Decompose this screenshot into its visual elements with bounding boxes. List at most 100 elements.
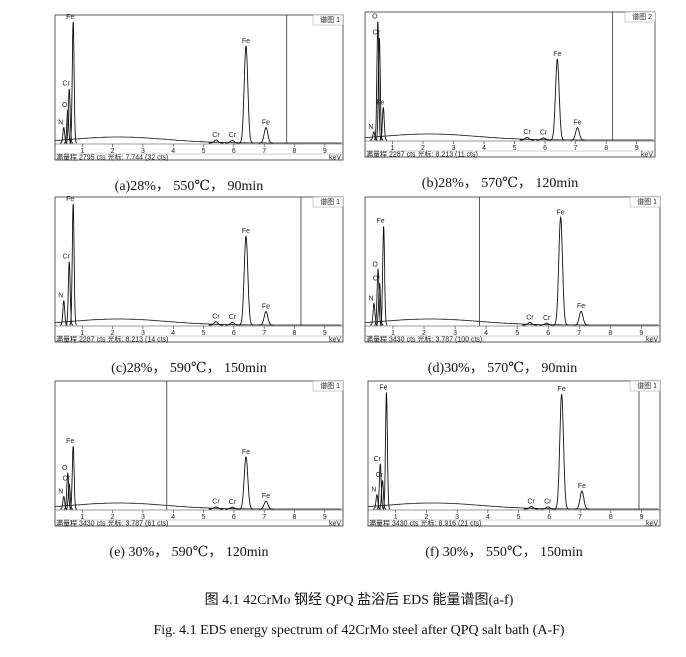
spectrum-peak (238, 44, 254, 144)
footer-item: (11 cts) (455, 151, 478, 158)
x-tick-label: 7 (578, 514, 582, 521)
spectrum-peak (553, 394, 570, 510)
spectrum-peak (208, 506, 224, 510)
footer-item: 3430 (79, 520, 95, 527)
footer: 满量程 3430 cts 光标: 3.787 (100 cts) (366, 334, 482, 343)
peak-label: Cr (63, 476, 71, 483)
x-tick-label: 6 (232, 148, 236, 155)
spectrum-peak (375, 282, 384, 326)
x-tick-label: 1 (391, 330, 395, 337)
peak-label: Cr (540, 130, 548, 137)
peak-label: Fe (262, 303, 270, 310)
background-continuum (364, 133, 654, 141)
footer: 满量程 2287 cts 光标: 8.213 (14 cts) (56, 334, 168, 343)
panel-caption: (a)28%， 550℃， 90min (115, 179, 264, 194)
footer: 满量程 3430 cts 光标: 3.787 (61 cts) (56, 518, 168, 527)
footer-item: 3.787 (125, 520, 143, 527)
peak-label: N (368, 124, 373, 131)
spectrum-peak (65, 482, 73, 510)
peak-label: Fe (66, 196, 74, 203)
peak-label: Cr (63, 81, 71, 88)
peak-label: N (368, 295, 373, 302)
peak-label: Fe (558, 386, 566, 393)
spectrum-peak (379, 106, 387, 141)
x-tick-label: 5 (202, 330, 206, 337)
peak-label: Fe (557, 209, 565, 216)
x-tick-label: 1 (391, 145, 395, 152)
x-tick-label: 4 (171, 330, 175, 337)
peak-label: Cr (229, 132, 237, 139)
x-tick-label: 3 (455, 514, 459, 521)
peak-label: Cr (374, 456, 382, 463)
spectrum-peak (208, 139, 224, 144)
spectrum-peak (69, 21, 78, 144)
x-tick-label: 7 (577, 330, 581, 337)
footer: 满量程 2795 cts 光标: 7.744 (32 cts) (56, 152, 168, 161)
x-tick-label: 9 (640, 514, 644, 521)
footer: 满量程 3430 cts 光标: 8.916 (21 cts) (369, 518, 481, 527)
panel-frame (54, 196, 344, 343)
panel-frame (364, 196, 661, 343)
spectrum-label-box (629, 196, 661, 208)
x-tick-label: 7 (262, 514, 266, 521)
x-tick-label: 2 (111, 148, 115, 155)
footer-item: 光标: (418, 334, 434, 343)
spectrum-peak (378, 480, 387, 510)
spectrum-label-box (629, 380, 661, 392)
spectrum-peak (258, 127, 274, 144)
footer-item: 8.213 (125, 336, 143, 343)
footer-item: cts (97, 520, 106, 527)
panel-frame (364, 11, 656, 158)
axis-unit: keV (329, 520, 341, 527)
footer-item: cts (407, 336, 416, 343)
x-tick-label: 1 (80, 148, 84, 155)
footer-item: 3430 (389, 336, 405, 343)
x-tick-label: 3 (141, 148, 145, 155)
footer: 满量程 2287 cts 光标: 8.213 (11 cts) (366, 149, 478, 158)
spectrum-peak (574, 490, 590, 510)
footer-item: 光标: (421, 518, 437, 527)
footer-item: 满量程 (56, 334, 77, 343)
x-tick-label: 3 (453, 330, 457, 337)
footer-item: 3.787 (435, 336, 453, 343)
x-tick-label: 9 (639, 330, 643, 337)
spectrum-label-box (312, 196, 344, 208)
x-tick-label: 4 (482, 145, 486, 152)
peak-label: Cr (523, 129, 531, 136)
x-tick-label: 8 (608, 330, 612, 337)
spectrum-peak (540, 506, 556, 510)
footer-item: (61 cts) (145, 520, 168, 527)
spectrum-peak (65, 261, 74, 326)
peak-label: N (371, 486, 376, 493)
spectrum-peak (238, 456, 254, 510)
x-tick-label: 2 (421, 145, 425, 152)
panel-caption: (c)28%， 590℃， 150min (111, 361, 267, 376)
spectrum-peak (225, 321, 240, 326)
spectrum-label: 谱图 1 (320, 15, 340, 24)
x-tick-label: 3 (141, 514, 145, 521)
panel-caption: (e) 30%， 590℃， 120min (109, 545, 268, 560)
footer-item: 7.744 (125, 154, 143, 161)
spectrum-label: 谱图 2 (632, 12, 652, 21)
footer-item: 光标: (108, 334, 124, 343)
spectrum-label: 谱图 1 (320, 381, 340, 390)
peak-label: Cr (544, 499, 552, 506)
spectrum-peak (523, 506, 539, 510)
peak-label: Fe (66, 14, 74, 21)
spectrum-label: 谱图 1 (320, 197, 340, 206)
spectrum-peak (570, 127, 585, 141)
spectrum-peak (379, 226, 388, 326)
x-tick-label: 3 (141, 330, 145, 337)
footer-item: 满量程 (366, 149, 387, 158)
background-continuum (54, 136, 342, 144)
footer-item: 2287 (79, 336, 95, 343)
panel-frame (54, 14, 344, 161)
spectrum-label: 谱图 1 (637, 381, 657, 390)
x-tick-label: 6 (546, 330, 550, 337)
peak-label: O (372, 261, 378, 268)
x-tick-label: 7 (262, 148, 266, 155)
footer-item: 8.916 (438, 520, 456, 527)
peak-label: Cr (229, 499, 237, 506)
x-tick-label: 3 (452, 145, 456, 152)
spectrum-label-box (624, 11, 656, 23)
